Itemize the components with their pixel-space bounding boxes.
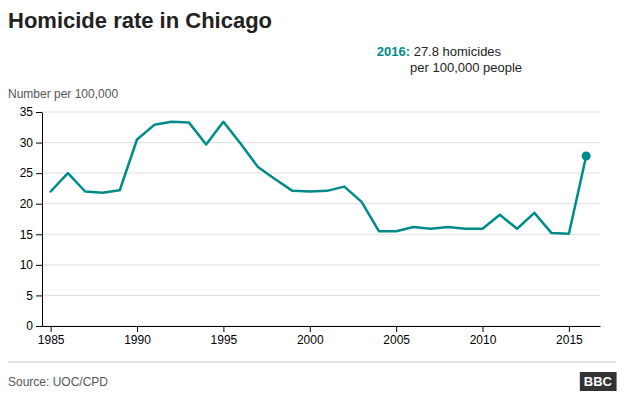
y-tick-label: 15 [20,228,34,242]
x-tick: 1985 [38,326,65,347]
x-tick: 2015 [556,326,583,347]
x-tick-mark [223,326,224,332]
y-tick: 5 [26,289,42,303]
logo-text: BBC [584,374,613,389]
y-tick-label: 0 [26,319,33,333]
y-tick: 35 [20,105,42,119]
y-tick-label: 30 [20,136,34,150]
y-tick-label: 5 [26,289,33,303]
logo-box [580,372,617,391]
y-tick-mark [36,204,42,205]
line [51,122,587,234]
x-tick: 2005 [383,326,410,347]
x-tick: 2010 [470,326,497,347]
y-tick-mark [36,234,42,235]
x-tick-label: 1995 [211,333,238,347]
grid-line [42,264,600,265]
x-tick-mark [137,326,138,332]
y-tick: 0 [26,319,42,333]
y-tick-label: 35 [20,105,34,119]
x-tick-label: 2015 [556,333,583,347]
x-tick-mark [483,326,484,332]
x-tick-mark [51,326,52,332]
annotation-line: 27.8 homicides [410,44,502,59]
grid-line [42,326,600,327]
x-tick: 2000 [297,326,324,347]
annotation-line: per 100,000 people [410,60,522,75]
x-tick-label: 2000 [297,333,324,347]
x-tick-label: 2010 [470,333,497,347]
y-tick-mark [36,173,42,174]
y-tick: 15 [20,228,42,242]
y-tick: 30 [20,136,42,150]
y-tick-mark [36,295,42,296]
title: Homicide rate in Chicago [8,8,272,33]
y-tick-mark [36,326,42,327]
grid-line [42,112,600,113]
annotation: 2016: [377,44,410,59]
x-tick-mark [310,326,311,332]
y-axis-line [42,113,43,327]
x-tick-mark [569,326,570,332]
footer-rule [8,362,616,363]
y-tick: 20 [20,197,42,211]
y-tick-mark [36,112,42,113]
grid-line [42,295,600,296]
end-point [582,152,591,161]
source: Source: UOC/CPD [8,375,108,389]
y-tick-label: 25 [20,166,34,180]
grid [42,112,600,326]
x-tick-mark [396,326,397,332]
y-tick: 10 [20,258,42,272]
x-axis: 1985 1990 1995 2000 2005 2010 2015 [38,326,601,347]
y-axis: 0 5 10 15 20 25 30 35 [20,105,43,333]
y-tick-label: 10 [20,258,34,272]
x-tick-label: 1985 [38,333,65,347]
grid-line [42,234,600,235]
x-tick: 1990 [124,326,151,347]
y-axis-label: Number per 100,000 [8,87,118,101]
x-axis-line [43,326,601,327]
y-tick-mark [36,265,42,266]
plot-area: 1985 1990 1995 2000 2005 2010 2015 0 5 10 15 20 25 30… [20,105,601,346]
x-tick-label: 2005 [383,333,410,347]
y-tick: 25 [20,166,42,180]
x-tick: 1995 [211,326,238,347]
y-tick-mark [36,143,42,144]
annotation: 27.8 homicidesper 100,000 people [410,44,522,75]
grid-line [42,203,600,204]
x-tick-label: 1990 [124,333,151,347]
logo: BBC [580,372,617,391]
chart: Homicide rate in Chicago 2016: 27.8 homic… [0,0,624,398]
grid-line [42,142,600,143]
y-tick-label: 20 [20,197,34,211]
marks [51,122,591,234]
